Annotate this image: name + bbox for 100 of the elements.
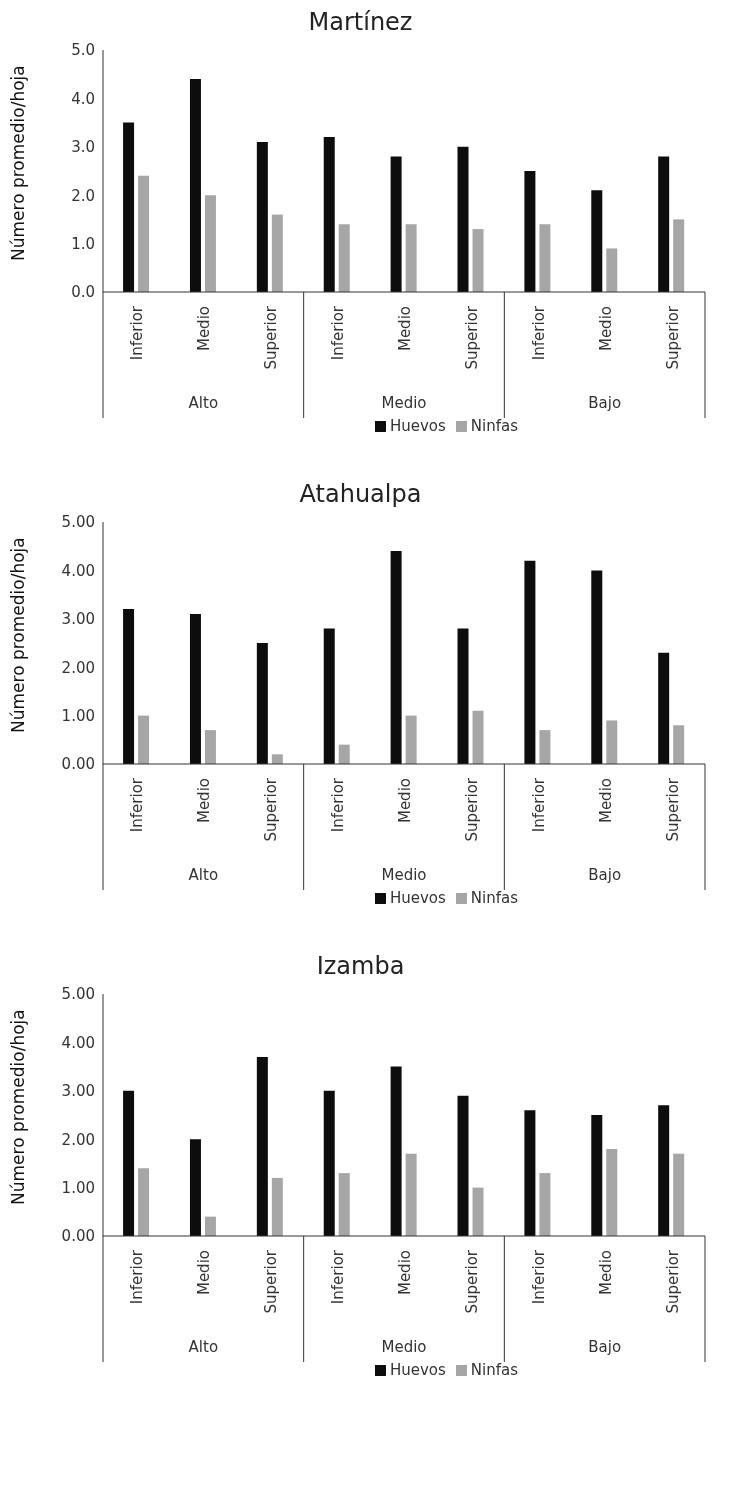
x-tick-label: Superior bbox=[663, 1249, 682, 1314]
x-tick-label: Inferior bbox=[329, 1249, 348, 1305]
x-tick-label: Medio bbox=[596, 778, 615, 824]
y-axis-title: Número promedio/hoja bbox=[8, 537, 29, 733]
bar bbox=[338, 224, 350, 292]
y-tick-label: 0.00 bbox=[61, 755, 95, 774]
bar bbox=[606, 1148, 618, 1236]
x-tick-label: Medio bbox=[195, 306, 214, 352]
chart-title: Atahualpa bbox=[298, 480, 423, 508]
y-tick-label: 0.0 bbox=[71, 283, 95, 302]
text: Medio bbox=[381, 1338, 427, 1356]
bar bbox=[405, 224, 417, 292]
legend-label: Huevos bbox=[389, 1361, 446, 1379]
x-tick-label: Inferior bbox=[128, 305, 147, 361]
bar bbox=[123, 1090, 135, 1236]
bar bbox=[472, 710, 484, 764]
y-tick-label: 5.00 bbox=[61, 513, 95, 532]
bar bbox=[405, 715, 417, 764]
bar bbox=[323, 137, 335, 292]
x-tick-label: Superior bbox=[663, 305, 682, 370]
bar bbox=[472, 229, 484, 292]
x-tick-label: Medio bbox=[396, 306, 414, 352]
y-tick-label: 2.0 bbox=[71, 186, 95, 205]
bar bbox=[338, 744, 350, 764]
legend-label: Huevos bbox=[389, 417, 446, 435]
legend-label: Ninfas bbox=[470, 1361, 519, 1379]
bar bbox=[271, 214, 283, 292]
legend-label: Ninfas bbox=[470, 417, 519, 435]
bar bbox=[457, 628, 469, 764]
y-axis-title: Número promedio/hoja bbox=[8, 65, 29, 261]
x-tick-label: Inferior bbox=[529, 1249, 548, 1305]
bar bbox=[658, 1105, 670, 1236]
bar bbox=[591, 570, 603, 764]
x-tick-label: Inferior bbox=[128, 1249, 147, 1305]
y-tick-label: 4.00 bbox=[61, 561, 95, 580]
text: Bajo bbox=[588, 394, 622, 412]
bar bbox=[390, 156, 402, 292]
text: Medio bbox=[381, 866, 427, 884]
bar bbox=[524, 560, 536, 764]
y-tick-label: 0.00 bbox=[61, 1227, 95, 1246]
y-tick-label: 3.00 bbox=[61, 1082, 95, 1101]
bar bbox=[658, 156, 670, 292]
bar bbox=[606, 720, 618, 764]
x-tick-label: Superior bbox=[663, 777, 682, 842]
x-tick-label: Medio bbox=[396, 1250, 414, 1296]
bar bbox=[204, 195, 216, 292]
y-tick-label: 3.0 bbox=[71, 138, 95, 157]
x-tick-label: Superior bbox=[462, 305, 481, 370]
bar bbox=[457, 1095, 469, 1236]
x-tick-label: Superior bbox=[462, 777, 481, 842]
bar bbox=[390, 1066, 402, 1236]
bar bbox=[204, 730, 216, 764]
text: Alto bbox=[188, 1338, 219, 1356]
bar bbox=[204, 1216, 216, 1236]
y-tick-label: 2.00 bbox=[61, 1130, 95, 1149]
y-tick-label: 2.00 bbox=[61, 658, 95, 677]
x-tick-label: Medio bbox=[195, 1250, 214, 1296]
bar bbox=[524, 171, 536, 292]
bar bbox=[123, 609, 135, 764]
bar bbox=[673, 219, 685, 292]
bar bbox=[673, 725, 685, 764]
bar bbox=[138, 1168, 150, 1236]
x-tick-label: Inferior bbox=[329, 305, 348, 361]
x-tick-label: Inferior bbox=[329, 777, 348, 833]
bar bbox=[256, 141, 268, 292]
bar bbox=[539, 224, 551, 292]
x-tick-label: Medio bbox=[396, 778, 414, 824]
bar bbox=[591, 190, 603, 292]
bar bbox=[457, 146, 469, 292]
bar bbox=[123, 122, 135, 292]
x-tick-label: Medio bbox=[596, 306, 615, 352]
y-tick-label: 1.00 bbox=[61, 706, 95, 725]
bar bbox=[472, 1187, 484, 1236]
x-tick-label: Medio bbox=[596, 1250, 615, 1296]
bar bbox=[524, 1110, 536, 1236]
y-tick-label: 3.00 bbox=[61, 610, 95, 629]
bar bbox=[591, 1115, 603, 1236]
text: Bajo bbox=[588, 1338, 622, 1356]
x-tick-label: Superior bbox=[462, 1249, 481, 1314]
x-tick-label: Inferior bbox=[128, 777, 147, 833]
text: Alto bbox=[188, 394, 219, 412]
bar bbox=[405, 1153, 417, 1236]
y-tick-label: 5.0 bbox=[71, 41, 95, 60]
x-tick-label: Superior bbox=[262, 305, 281, 370]
legend-label: Huevos bbox=[389, 889, 446, 907]
y-tick-label: 1.00 bbox=[61, 1178, 95, 1197]
bar bbox=[189, 1139, 201, 1236]
x-tick-label: Inferior bbox=[529, 305, 548, 361]
bar bbox=[658, 652, 670, 764]
chart-title: Izamba bbox=[315, 952, 406, 980]
chart-title: Martínez bbox=[307, 8, 414, 36]
bar bbox=[323, 1090, 335, 1236]
bar bbox=[256, 643, 268, 764]
x-tick-label: Superior bbox=[262, 1249, 281, 1314]
text: Alto bbox=[188, 866, 219, 884]
bar bbox=[338, 1173, 350, 1236]
bar bbox=[189, 613, 201, 764]
bar bbox=[390, 551, 402, 764]
bar bbox=[138, 715, 150, 764]
bar bbox=[271, 754, 283, 764]
